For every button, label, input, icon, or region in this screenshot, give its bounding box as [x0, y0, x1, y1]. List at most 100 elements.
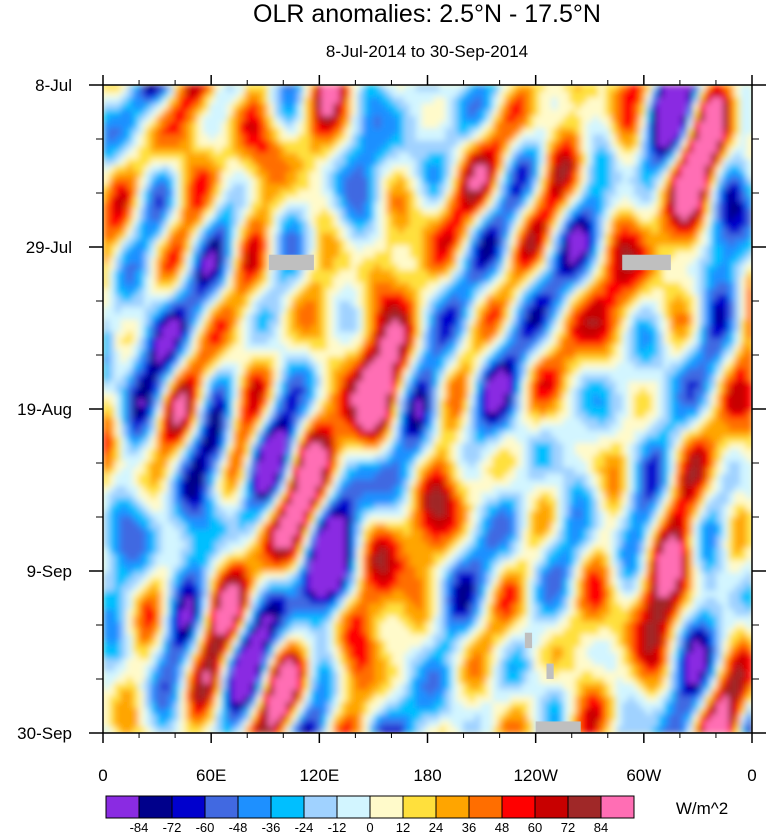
field-cell [339, 338, 346, 345]
field-cell [474, 220, 482, 228]
field-cell [303, 165, 311, 172]
field-cell [539, 189, 547, 197]
field-cell [657, 196, 665, 203]
field-cell [592, 134, 600, 142]
field-cell [179, 122, 187, 129]
field-cell [268, 362, 275, 370]
field-cell [150, 245, 157, 253]
field-cell [173, 85, 181, 92]
field-cell [516, 220, 523, 228]
field-cell [539, 152, 547, 160]
field-cell [232, 183, 240, 191]
field-cell [492, 331, 499, 339]
field-cell [262, 251, 269, 259]
field-cell [167, 122, 175, 129]
field-cell [126, 362, 134, 370]
field-cell [468, 233, 476, 240]
field-cell [657, 115, 665, 123]
field-cell [669, 245, 676, 253]
field-cell [498, 177, 505, 185]
field-cell [356, 362, 364, 370]
field-cell [156, 356, 163, 364]
field-cell [162, 97, 169, 105]
field-cell [179, 313, 187, 321]
field-cell [303, 220, 311, 228]
field-cell [651, 294, 659, 302]
field-cell [704, 288, 712, 296]
field-cell [285, 214, 293, 222]
field-cell [138, 301, 145, 308]
field-cell [303, 103, 311, 111]
field-cell [445, 313, 452, 321]
field-cell [592, 282, 600, 290]
field-cell [309, 152, 316, 160]
field-cell [716, 350, 724, 358]
field-cell [232, 350, 240, 358]
field-cell [238, 282, 246, 290]
field-cell [628, 109, 635, 117]
field-cell [586, 350, 594, 358]
field-cell [185, 257, 193, 265]
field-cell [445, 220, 452, 228]
field-cell [268, 122, 275, 129]
field-cell [510, 103, 517, 111]
field-cell [592, 85, 600, 92]
field-cell [209, 140, 216, 148]
field-cell [297, 319, 305, 327]
field-cell [415, 257, 423, 265]
field-cell [386, 294, 393, 302]
field-cell [681, 115, 688, 123]
field-cell [427, 263, 434, 271]
field-cell [622, 208, 629, 216]
field-cell [368, 233, 375, 240]
field-cell [693, 202, 700, 210]
field-cell [114, 91, 122, 98]
field-cell [604, 159, 611, 166]
field-cell [604, 214, 611, 222]
field-cell [167, 128, 175, 135]
field-cell [238, 356, 246, 364]
field-cell [185, 251, 193, 259]
field-cell [516, 122, 523, 129]
field-cell [734, 128, 741, 135]
field-cell [728, 356, 735, 364]
field-cell [740, 331, 747, 339]
field-cell [492, 97, 499, 105]
field-cell [297, 97, 305, 105]
field-cell [657, 294, 665, 302]
field-cell [457, 220, 464, 228]
field-cell [492, 301, 499, 308]
field-cell [586, 159, 594, 166]
field-cell [138, 294, 145, 302]
field-cell [103, 344, 110, 351]
field-cell [403, 171, 411, 179]
field-cell [580, 356, 588, 364]
field-cell [203, 319, 210, 327]
field-cell [356, 233, 364, 240]
field-cell [197, 331, 204, 339]
field-cell [262, 189, 269, 197]
field-cell [415, 239, 423, 247]
field-cell [563, 115, 570, 123]
field-cell [114, 122, 122, 129]
field-cell [628, 183, 635, 191]
field-cell [374, 109, 381, 117]
field-cell [398, 294, 405, 302]
field-cell [398, 134, 405, 142]
field-cell [533, 152, 541, 160]
field-cell [339, 91, 346, 98]
field-cell [244, 115, 252, 123]
field-cell [722, 159, 729, 166]
field-cell [545, 165, 552, 172]
field-cell [368, 282, 375, 290]
field-cell [468, 115, 476, 123]
field-cell [244, 233, 252, 240]
field-cell [356, 103, 364, 111]
field-cell [215, 331, 222, 339]
field-cell [132, 245, 139, 253]
field-cell [138, 85, 145, 92]
field-cell [592, 313, 600, 321]
field-cell [421, 177, 429, 185]
field-cell [746, 177, 752, 185]
field-cell [291, 307, 299, 314]
